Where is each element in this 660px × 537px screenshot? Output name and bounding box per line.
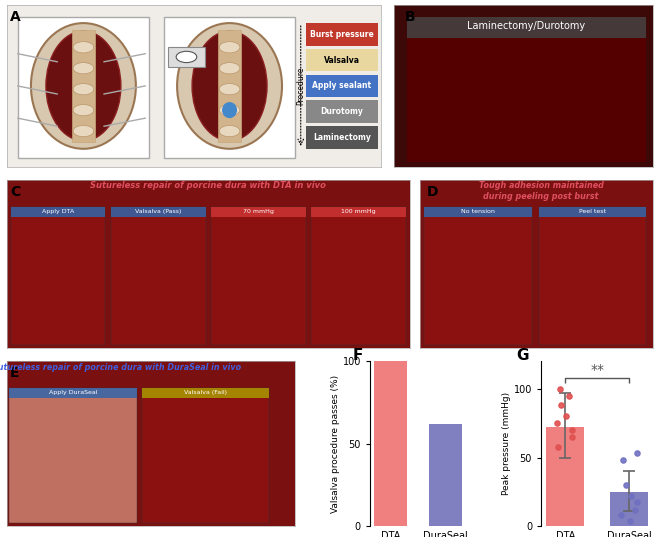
Bar [111,207,205,345]
Text: A: A [11,10,21,24]
Bar [306,75,378,97]
Point [564,391,575,400]
Text: C: C [11,185,21,199]
Point [552,419,562,427]
Ellipse shape [73,42,94,53]
Bar [374,361,407,526]
Y-axis label: Valsalva procedure passes (%): Valsalva procedure passes (%) [331,375,340,513]
Ellipse shape [73,126,94,137]
Bar [610,492,648,526]
Bar [164,17,295,158]
Point [554,384,565,393]
Text: Sutureless repair of porcine dura with DuraSeal in vivo: Sutureless repair of porcine dura with D… [0,363,241,372]
Ellipse shape [73,84,94,95]
Bar [306,126,378,149]
Text: 70 mmHg: 70 mmHg [243,209,274,214]
Point [556,401,567,410]
Ellipse shape [219,105,240,116]
Bar [429,424,462,526]
Bar [218,30,241,142]
Bar [211,207,306,217]
Point [567,426,578,434]
Bar [11,207,106,217]
Bar [11,207,106,345]
Bar [9,388,137,523]
Bar [111,207,205,217]
Text: 100 mmHg: 100 mmHg [341,209,376,214]
Bar [306,49,378,71]
Point [616,511,626,520]
Bar [143,388,269,523]
Text: Laminectomy: Laminectomy [313,133,371,142]
Point [618,456,628,465]
Point [620,481,631,489]
Text: **: ** [590,362,605,376]
Text: Apply sealant: Apply sealant [312,82,372,90]
Bar [72,30,94,142]
Ellipse shape [176,52,197,63]
Text: Peel test: Peel test [579,209,606,214]
Text: Apply DuraSeal: Apply DuraSeal [49,390,97,395]
Bar [424,207,532,217]
Text: Apply DTA: Apply DTA [42,209,74,214]
Ellipse shape [219,63,240,74]
Bar [306,100,378,123]
Point [632,449,642,458]
Ellipse shape [219,126,240,137]
Ellipse shape [219,84,240,95]
Ellipse shape [177,23,282,149]
Text: Valsalva (Pass): Valsalva (Pass) [135,209,182,214]
Text: B: B [405,10,415,24]
Text: E: E [9,366,19,380]
Bar [211,207,306,345]
Bar [143,388,269,398]
Bar [311,207,406,345]
Bar [539,207,646,217]
Text: Valsalva (Fail): Valsalva (Fail) [184,390,227,395]
Text: Burst pressure: Burst pressure [310,30,374,39]
Bar [306,23,378,46]
Ellipse shape [222,102,237,118]
Bar [424,207,532,345]
Bar [9,388,137,398]
Text: Valsalva: Valsalva [324,56,360,64]
Y-axis label: Peak pressure (mmHg): Peak pressure (mmHg) [502,392,511,496]
Bar [18,17,149,158]
Point [552,442,563,451]
Point [560,412,571,420]
Ellipse shape [73,63,94,74]
Text: Procedure: Procedure [296,67,305,105]
Bar [539,207,646,345]
Point [630,505,640,514]
Text: Laminectomy/Durotomy: Laminectomy/Durotomy [467,20,585,31]
Text: G: G [516,348,529,363]
Ellipse shape [192,31,267,141]
Text: D: D [427,185,438,199]
Ellipse shape [73,105,94,116]
Bar [168,47,205,67]
Bar [311,207,406,217]
Text: Sutureless repair of porcine dura with DTA in vivo: Sutureless repair of porcine dura with D… [90,182,326,191]
Ellipse shape [219,42,240,53]
Point [567,433,578,441]
Ellipse shape [31,23,136,149]
Ellipse shape [46,31,121,141]
Point [626,492,636,500]
Text: F: F [352,348,363,363]
Bar [546,427,585,526]
Text: Tough adhesion maintained
during peeling post burst: Tough adhesion maintained during peeling… [478,182,604,201]
Text: Durotomy: Durotomy [321,107,364,116]
Point [631,497,642,506]
Point [624,517,635,525]
Bar [407,17,645,38]
Text: No tension: No tension [461,209,495,214]
